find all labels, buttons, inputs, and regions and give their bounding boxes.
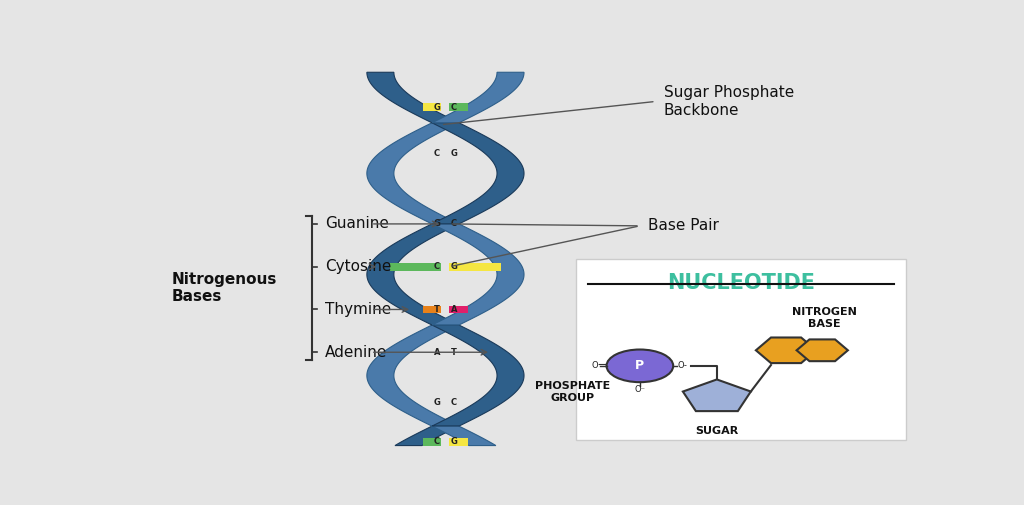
Polygon shape	[431, 426, 496, 445]
Polygon shape	[756, 337, 816, 363]
Text: Nitrogenous
Bases: Nitrogenous Bases	[172, 272, 278, 305]
Text: T: T	[434, 305, 439, 314]
Text: G: G	[433, 219, 440, 228]
Text: SUGAR: SUGAR	[695, 426, 738, 436]
Text: Cytosine: Cytosine	[325, 259, 391, 274]
Polygon shape	[683, 379, 751, 411]
Bar	[390, 263, 441, 271]
Polygon shape	[395, 426, 460, 445]
Text: NUCLEOTIDE: NUCLEOTIDE	[667, 273, 815, 292]
Text: A: A	[451, 305, 458, 314]
Polygon shape	[367, 123, 459, 224]
Text: G: G	[451, 437, 458, 446]
Text: PHOSPHATE
GROUP: PHOSPHATE GROUP	[535, 381, 610, 403]
Circle shape	[606, 349, 673, 382]
Polygon shape	[797, 339, 848, 361]
FancyBboxPatch shape	[577, 259, 905, 440]
Bar	[423, 104, 441, 111]
Text: P: P	[635, 360, 644, 372]
Text: Base Pair: Base Pair	[648, 218, 719, 233]
Bar	[423, 438, 441, 445]
Polygon shape	[367, 325, 459, 426]
Text: Adenine: Adenine	[325, 345, 387, 360]
Bar	[423, 306, 441, 313]
Text: C: C	[433, 149, 439, 159]
Text: C: C	[452, 398, 458, 408]
Text: Guanine: Guanine	[325, 217, 389, 231]
Text: C: C	[452, 103, 458, 112]
Polygon shape	[432, 72, 524, 123]
Text: A: A	[433, 348, 440, 357]
Text: C: C	[452, 219, 458, 228]
Text: NITROGEN
BASE: NITROGEN BASE	[792, 307, 856, 329]
Bar	[450, 438, 468, 445]
Bar	[450, 263, 501, 271]
Text: G: G	[451, 149, 458, 159]
Polygon shape	[367, 72, 459, 123]
Text: O-: O-	[678, 362, 688, 370]
Text: O⁻: O⁻	[592, 362, 602, 370]
Bar	[450, 104, 468, 111]
Text: T: T	[452, 348, 457, 357]
Polygon shape	[432, 224, 524, 325]
Text: O⁻: O⁻	[635, 385, 645, 394]
Polygon shape	[432, 123, 524, 224]
Text: Thymine: Thymine	[325, 302, 391, 317]
Text: G: G	[451, 262, 458, 271]
Text: G: G	[433, 103, 440, 112]
Text: Sugar Phosphate
Backbone: Sugar Phosphate Backbone	[664, 85, 794, 118]
Polygon shape	[432, 325, 524, 426]
Text: C: C	[433, 437, 439, 446]
Text: C: C	[433, 262, 439, 271]
Polygon shape	[367, 224, 459, 325]
Bar	[450, 306, 468, 313]
Text: G: G	[433, 398, 440, 408]
